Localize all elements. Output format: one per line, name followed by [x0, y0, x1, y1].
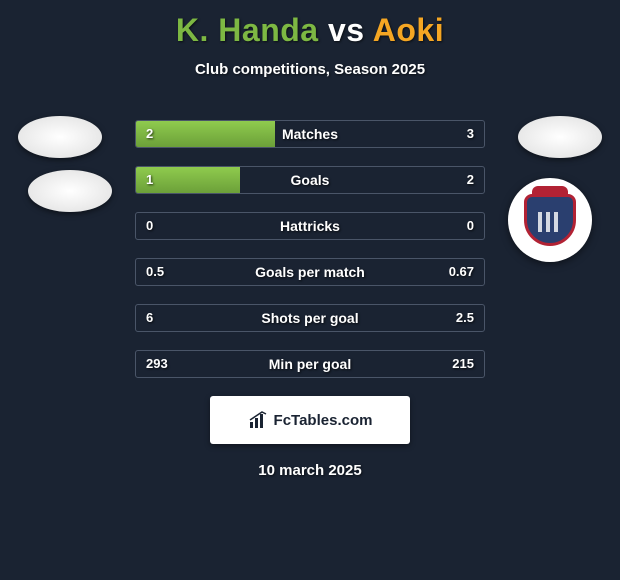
comparison-title: K. Handa vs Aoki	[0, 0, 620, 49]
stat-value-left: 2	[146, 121, 153, 147]
stat-label: Shots per goal	[136, 305, 484, 331]
stat-value-right: 215	[452, 351, 474, 377]
brand-card: FcTables.com	[210, 396, 410, 444]
stat-row: 0 0Hattricks	[135, 212, 485, 240]
stat-row: 293 215Min per goal	[135, 350, 485, 378]
subtitle: Club competitions, Season 2025	[0, 61, 620, 78]
stat-row: 23Matches	[135, 120, 485, 148]
stat-label: Hattricks	[136, 213, 484, 239]
stat-value-left: 0.5	[146, 259, 164, 285]
stat-label: Min per goal	[136, 351, 484, 377]
player2-name: Aoki	[373, 12, 444, 48]
stat-row: 6 2.5Shots per goal	[135, 304, 485, 332]
stat-fill-left	[136, 121, 275, 147]
stat-value-right: 2.5	[456, 305, 474, 331]
brand-text: FcTables.com	[274, 412, 373, 429]
brand-chart-icon	[248, 410, 268, 430]
stat-value-right: 0.67	[449, 259, 474, 285]
stat-value-left: 1	[146, 167, 153, 193]
date-text: 10 march 2025	[0, 462, 620, 479]
vs-text: vs	[328, 12, 365, 48]
stat-value-left: 0	[146, 213, 153, 239]
stat-row: 0.5 0.67Goals per match	[135, 258, 485, 286]
stat-value-left: 6	[146, 305, 153, 331]
stats-bars: 23Matches12Goals00Hattricks0.50.67Goals …	[0, 120, 620, 378]
stat-value-right: 0	[467, 213, 474, 239]
stat-label: Goals per match	[136, 259, 484, 285]
player1-name: K. Handa	[176, 12, 319, 48]
stat-value-right: 3	[467, 121, 474, 147]
stat-row: 12Goals	[135, 166, 485, 194]
stat-value-right: 2	[467, 167, 474, 193]
stat-value-left: 293	[146, 351, 168, 377]
